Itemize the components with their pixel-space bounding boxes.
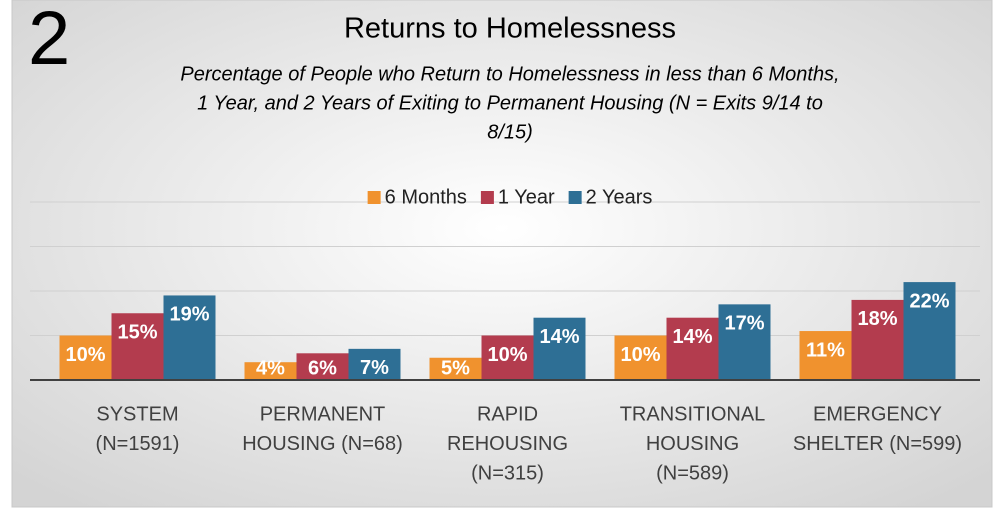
x-tick-label: SHELTER (N=599): [793, 433, 962, 455]
badge: 2: [28, 0, 70, 81]
data-label: 4%: [256, 357, 285, 379]
bar: [59, 335, 112, 380]
legend-label: 6 Months: [385, 186, 467, 208]
bar: [851, 299, 904, 380]
data-label: 17%: [724, 313, 764, 335]
x-tick-label: (N=589): [656, 462, 729, 484]
legend-label: 2 Years: [586, 186, 653, 208]
bar: [111, 313, 164, 380]
legend-label: 1 Year: [498, 186, 555, 208]
data-label: 5%: [441, 357, 470, 379]
data-label: 14%: [672, 326, 712, 348]
x-tick-label: REHOUSING: [447, 433, 568, 455]
bar: [348, 348, 401, 380]
x-tick-label: PERMANENT: [260, 403, 386, 425]
bar: [666, 317, 719, 380]
chart-title: Returns to Homelessness: [344, 13, 676, 45]
bar: [429, 357, 482, 380]
subtitle: Percentage of People who Return to Homel…: [180, 63, 839, 143]
bar: [163, 295, 216, 380]
data-label: 10%: [487, 344, 527, 366]
x-tick-label: TRANSITIONAL: [620, 403, 766, 425]
x-tick-label: (N=1591): [96, 433, 180, 455]
bar: [614, 335, 667, 380]
data-label: 19%: [169, 304, 209, 326]
subtitle-line: 8/15): [487, 121, 533, 143]
bar: [481, 335, 534, 380]
data-label: 22%: [909, 290, 949, 312]
legend-swatch: [367, 191, 381, 204]
data-label: 7%: [360, 357, 389, 379]
subtitle-line: 1 Year, and 2 Years of Exiting to Perman…: [197, 92, 823, 114]
legend: 6 Months 1 Year 2 Years: [367, 186, 653, 208]
x-tick-label: HOUSING (N=68): [242, 433, 403, 455]
x-tick-label: RAPID: [477, 403, 538, 425]
data-label: 18%: [857, 308, 897, 330]
data-label: 15%: [117, 322, 157, 344]
legend-swatch: [480, 191, 494, 204]
data-label: 11%: [806, 339, 845, 361]
background: [11, 0, 993, 508]
data-label: 6%: [308, 357, 337, 379]
x-tick-label: (N=315): [471, 462, 544, 484]
legend-item: 6 Months: [367, 186, 467, 208]
legend-swatch: [568, 191, 582, 204]
data-label: 14%: [539, 326, 579, 348]
legend-item: 1 Year: [480, 186, 555, 208]
bar: [799, 331, 852, 380]
data-label: 10%: [620, 344, 660, 366]
bar: [533, 317, 586, 380]
bar: [244, 362, 297, 380]
x-tick-label: HOUSING: [646, 433, 739, 455]
bar: [718, 304, 771, 380]
bar: [903, 282, 956, 380]
x-tick-label: SYSTEM: [96, 403, 178, 425]
legend-item: 2 Years: [568, 186, 653, 208]
bar: [296, 353, 349, 380]
data-label: 10%: [65, 344, 105, 366]
subtitle-line: Percentage of People who Return to Homel…: [180, 63, 839, 85]
x-tick-label: EMERGENCY: [813, 403, 942, 425]
